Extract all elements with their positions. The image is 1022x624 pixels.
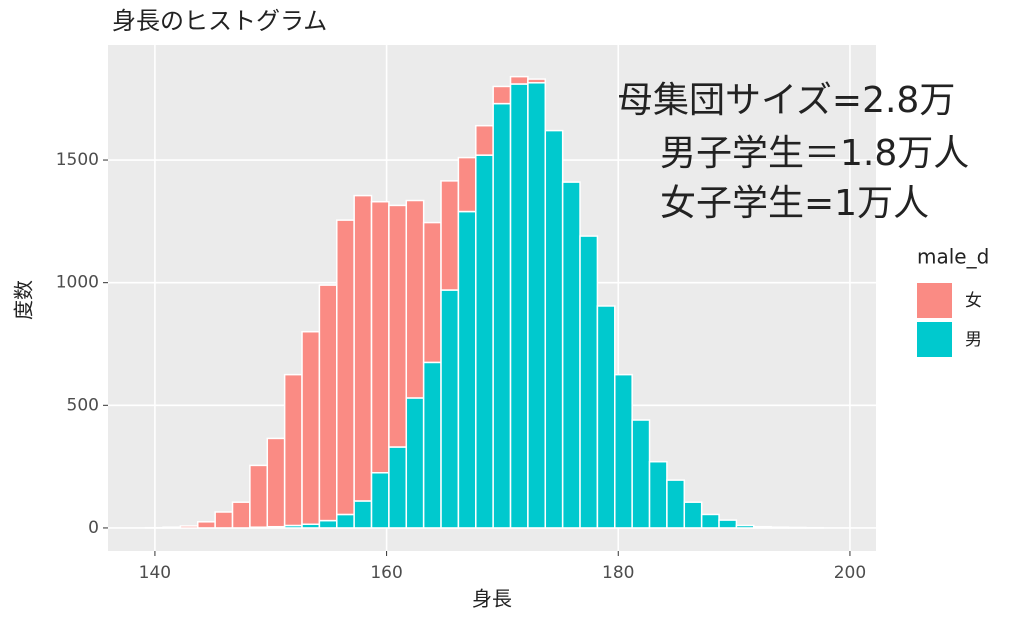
bar	[735, 524, 755, 529]
bar	[475, 154, 494, 529]
bar	[405, 199, 425, 399]
y-tick-label: 1000	[56, 273, 99, 293]
y-tick-label: 500	[67, 395, 99, 415]
bar	[770, 526, 790, 529]
bar	[370, 200, 390, 474]
bar	[631, 419, 651, 529]
bar	[353, 500, 373, 529]
y-axis-label: 度数	[12, 280, 36, 320]
annotation: 女子学生=1万人	[660, 183, 929, 224]
bar	[370, 472, 390, 529]
bar	[405, 397, 425, 529]
bar	[336, 513, 355, 529]
bar	[527, 78, 547, 84]
bar	[492, 85, 512, 105]
legend-label: 男	[965, 330, 982, 350]
bar	[318, 284, 338, 522]
x-tick-label: 200	[834, 563, 866, 583]
annotation: 男子学生＝1.8万人	[660, 133, 969, 174]
bar	[353, 194, 373, 502]
bar	[336, 219, 355, 516]
bar	[440, 180, 460, 291]
bar	[666, 479, 686, 529]
y-tick-label: 0	[88, 518, 99, 538]
bar	[422, 361, 442, 529]
bar	[648, 460, 668, 529]
bar	[561, 181, 581, 529]
bar	[509, 83, 529, 529]
bar	[318, 519, 338, 529]
bar	[214, 511, 234, 529]
bar	[179, 525, 199, 529]
bar	[388, 446, 408, 529]
bar	[683, 501, 703, 529]
bar	[700, 513, 720, 529]
bar	[753, 525, 772, 529]
legend-key	[917, 322, 952, 357]
bar	[614, 373, 633, 529]
bar	[301, 330, 321, 526]
x-tick-label: 160	[370, 563, 402, 583]
bar	[579, 235, 599, 529]
bar	[440, 289, 460, 529]
bar	[544, 129, 564, 529]
bar	[492, 102, 512, 529]
annotation: 母集団サイズ=2.8万	[617, 80, 955, 121]
bar	[457, 156, 477, 213]
bar	[231, 501, 251, 529]
legend-key	[917, 283, 952, 318]
bar	[422, 221, 442, 364]
bar	[509, 75, 529, 85]
bar	[527, 82, 547, 529]
bar	[718, 519, 738, 529]
chart-title: 身長のヒストグラム	[112, 7, 327, 35]
bar	[596, 305, 616, 529]
legend-label: 女	[965, 291, 982, 311]
x-tick-label: 180	[602, 563, 634, 583]
bar	[475, 124, 494, 156]
bar	[457, 210, 477, 529]
legend-title: male_d	[917, 245, 989, 269]
x-tick-label: 140	[139, 563, 171, 583]
bar	[388, 204, 408, 448]
bar	[266, 437, 286, 528]
x-axis-label: 身長	[472, 587, 512, 611]
bar	[249, 464, 269, 528]
y-tick-label: 1500	[56, 150, 99, 170]
bar	[162, 526, 182, 529]
bar	[283, 373, 303, 527]
bar	[197, 521, 216, 529]
